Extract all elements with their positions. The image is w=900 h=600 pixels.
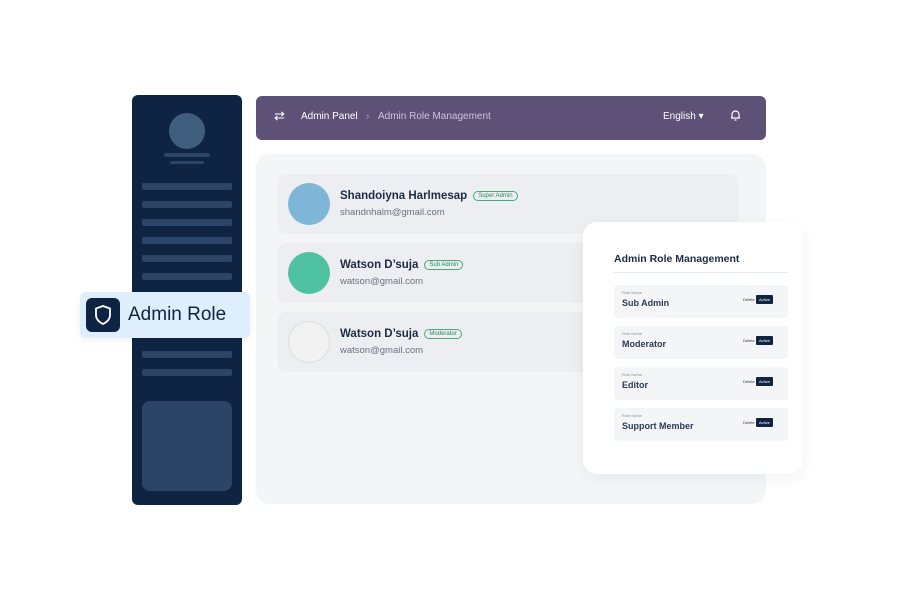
sidebar-item[interactable] [142, 183, 232, 190]
active-button[interactable]: Active [756, 377, 773, 386]
divider [614, 272, 788, 273]
role-item[interactable]: Role Name Sub Admin Delete Active [614, 285, 788, 318]
sidebar-card [142, 401, 232, 491]
bell-icon[interactable] [730, 109, 741, 124]
delete-button[interactable]: Delete [743, 338, 755, 343]
role-badge: Moderator [424, 328, 462, 339]
user-email: watson@gmail.com [340, 276, 424, 287]
user-name: Watson D’suja [340, 259, 419, 271]
role-item[interactable]: Role Name Editor Delete Active [614, 367, 788, 400]
breadcrumb-current: Admin Role Management [378, 111, 491, 122]
user-email: watson@gmail.com [340, 345, 424, 356]
user-name: Watson D’suja [340, 328, 419, 340]
avatar [288, 321, 330, 363]
avatar [288, 252, 330, 294]
language-select[interactable]: English ▾ [663, 111, 704, 122]
sidebar-item[interactable] [142, 273, 232, 280]
shield-icon [86, 298, 120, 332]
user-name: Shandoiyna Harlmesap [340, 190, 468, 202]
role-name: Support Member [622, 421, 694, 431]
sidebar-item-admin-role[interactable]: Admin Role [80, 292, 250, 338]
user-email: shandnhalm@gmail.com [340, 207, 445, 218]
role-management-panel: Admin Role Management Role Name Sub Admi… [583, 222, 803, 474]
profile-role-placeholder [170, 161, 204, 164]
chevron-down-icon: ▾ [698, 111, 704, 122]
sidebar-item[interactable] [142, 369, 232, 376]
role-name: Editor [622, 380, 648, 390]
topbar: ⇄ Admin Panel › Admin Role Management En… [256, 96, 766, 140]
sidebar-avatar[interactable] [169, 113, 205, 149]
delete-button[interactable]: Delete [743, 420, 755, 425]
role-name-label: Role Name [622, 290, 643, 295]
role-name-label: Role Name [622, 331, 643, 336]
sidebar-item[interactable] [142, 351, 232, 358]
breadcrumb-admin-panel[interactable]: Admin Panel [301, 111, 358, 122]
breadcrumb-separator: › [366, 111, 370, 122]
role-item[interactable]: Role Name Moderator Delete Active [614, 326, 788, 359]
role-badge: Super Admin [473, 190, 518, 201]
sidebar-item[interactable] [142, 201, 232, 208]
active-button[interactable]: Active [756, 418, 773, 427]
active-button[interactable]: Active [756, 295, 773, 304]
role-name: Moderator [622, 339, 667, 349]
role-badge: Sub Admin [424, 259, 464, 270]
panel-title: Admin Role Management [614, 253, 740, 265]
role-item[interactable]: Role Name Support Member Delete Active [614, 408, 788, 441]
sidebar-item[interactable] [142, 219, 232, 226]
role-name-label: Role Name [622, 372, 643, 377]
active-button[interactable]: Active [756, 336, 773, 345]
profile-name-placeholder [164, 153, 210, 157]
avatar [288, 183, 330, 225]
delete-button[interactable]: Delete [743, 297, 755, 302]
role-name-label: Role Name [622, 413, 643, 418]
language-label: English [663, 111, 696, 122]
delete-button[interactable]: Delete [743, 379, 755, 384]
swap-icon[interactable]: ⇄ [274, 108, 285, 123]
sidebar-item[interactable] [142, 237, 232, 244]
sidebar-item[interactable] [142, 255, 232, 262]
role-name: Sub Admin [622, 298, 670, 308]
admin-role-label: Admin Role [128, 304, 227, 325]
